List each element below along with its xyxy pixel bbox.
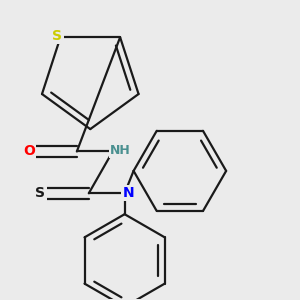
Text: N: N	[122, 186, 134, 200]
Text: NH: NH	[110, 143, 130, 157]
Text: S: S	[52, 29, 62, 43]
Text: S: S	[35, 186, 45, 200]
Text: O: O	[23, 145, 35, 158]
